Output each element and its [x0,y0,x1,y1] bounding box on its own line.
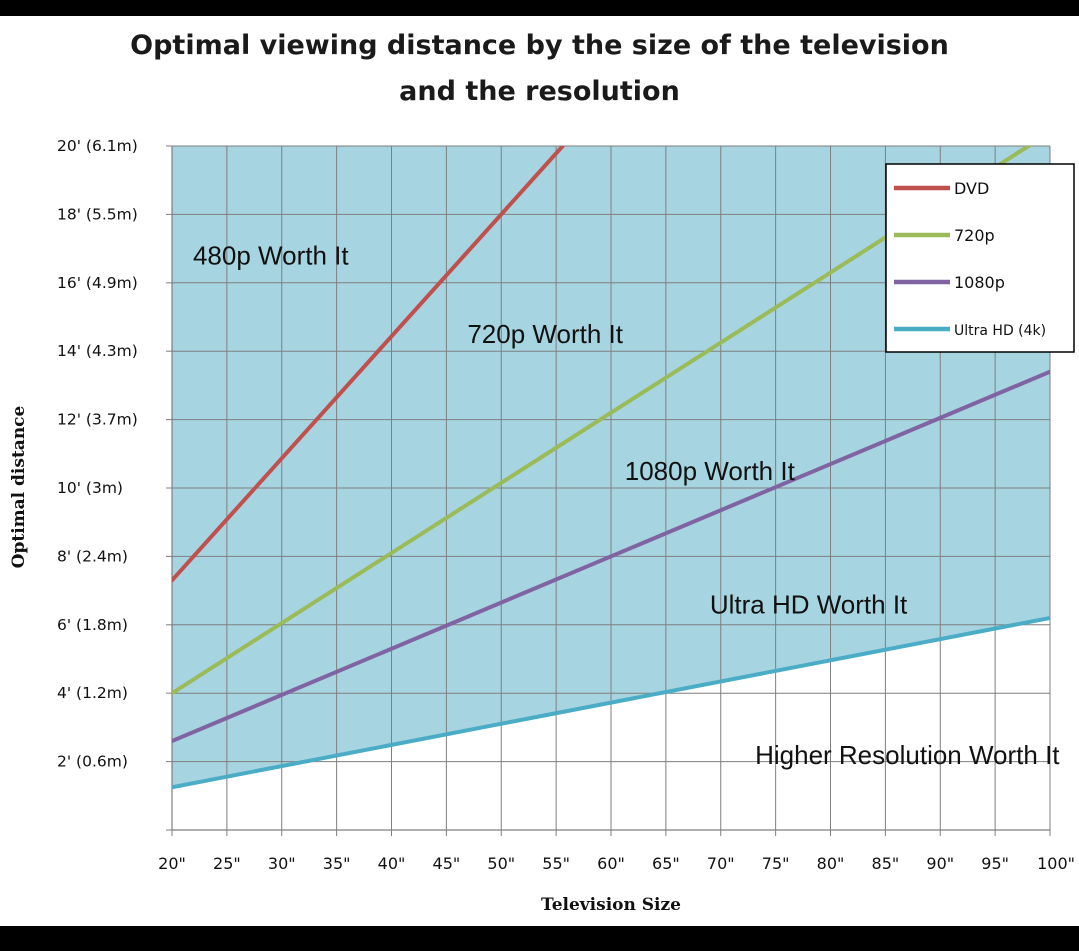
y-tick-label-8: 18' (5.5m) [57,205,138,223]
legend-label-0: DVD [954,179,989,198]
y-tick-label-6: 14' (4.3m) [57,342,138,360]
legend-label-1: 720p [954,226,995,245]
y-tick-label-1: 4' (1.2m) [57,684,128,702]
x-tick-label-16: 100" [1037,854,1075,873]
x-tick-label-8: 60" [597,854,625,873]
chart-title-line-1: Optimal viewing distance by the size of … [130,30,949,61]
series-line-3 [172,615,1050,790]
y-tick-label-0: 2' (0.6m) [57,753,128,771]
region-label-2: 1080p Worth It [625,456,796,486]
x-tick-label-10: 70" [707,854,735,873]
legend-box [885,163,1075,353]
x-tick-label-1: 25" [213,854,241,873]
region-label-4: Higher Resolution Worth It [755,740,1060,770]
series-line-2 [172,369,1050,744]
y-tick-label-2: 6' (1.8m) [57,616,128,634]
x-tick-label-4: 40" [378,854,406,873]
region-labels: 480p Worth It 720p Worth It 1080p Worth It… [193,240,1060,769]
legend-label-3: Ultra HD (4k) [954,323,1046,339]
x-tick-label-6: 50" [487,854,515,873]
series-line-0 [172,146,565,583]
y-tick-label-9: 20' (6.1m) [57,137,138,155]
x-tick-label-13: 85" [872,854,900,873]
legend-label-2: 1080p [954,273,1005,292]
x-axis-title: Television Size [541,895,681,915]
legend: DVD 720p 1080p Ultra HD (4k) [885,163,1075,353]
x-tick-label-12: 80" [817,854,845,873]
x-tick-label-9: 65" [652,854,680,873]
region-label-3: Ultra HD Worth It [710,589,908,619]
x-tick-label-3: 35" [323,854,351,873]
x-tick-label-7: 55" [542,854,570,873]
y-tick-label-4: 10' (3m) [57,479,123,497]
y-axis-title: Optimal distance [9,405,29,568]
region-label-0: 480p Worth It [193,240,349,270]
region-label-1: 720p Worth It [467,319,623,349]
y-tick-label-7: 16' (4.9m) [57,274,138,292]
x-tick-label-2: 30" [268,854,296,873]
x-tick-label-14: 90" [926,854,954,873]
x-tick-label-11: 75" [762,854,790,873]
series-lines [172,146,1050,790]
x-tick-label-0: 20" [158,854,186,873]
x-tick-label-5: 45" [433,854,461,873]
chart-title-line-2: and the resolution [399,76,680,107]
y-tick-label-5: 12' (3.7m) [57,411,138,429]
y-tick-label-3: 8' (2.4m) [57,547,128,565]
tick-labels: 2' (0.6m) 4' (1.2m) 6' (1.8m) 8' (2.4m) 10' … [57,137,1075,873]
x-tick-label-15: 95" [981,854,1009,873]
